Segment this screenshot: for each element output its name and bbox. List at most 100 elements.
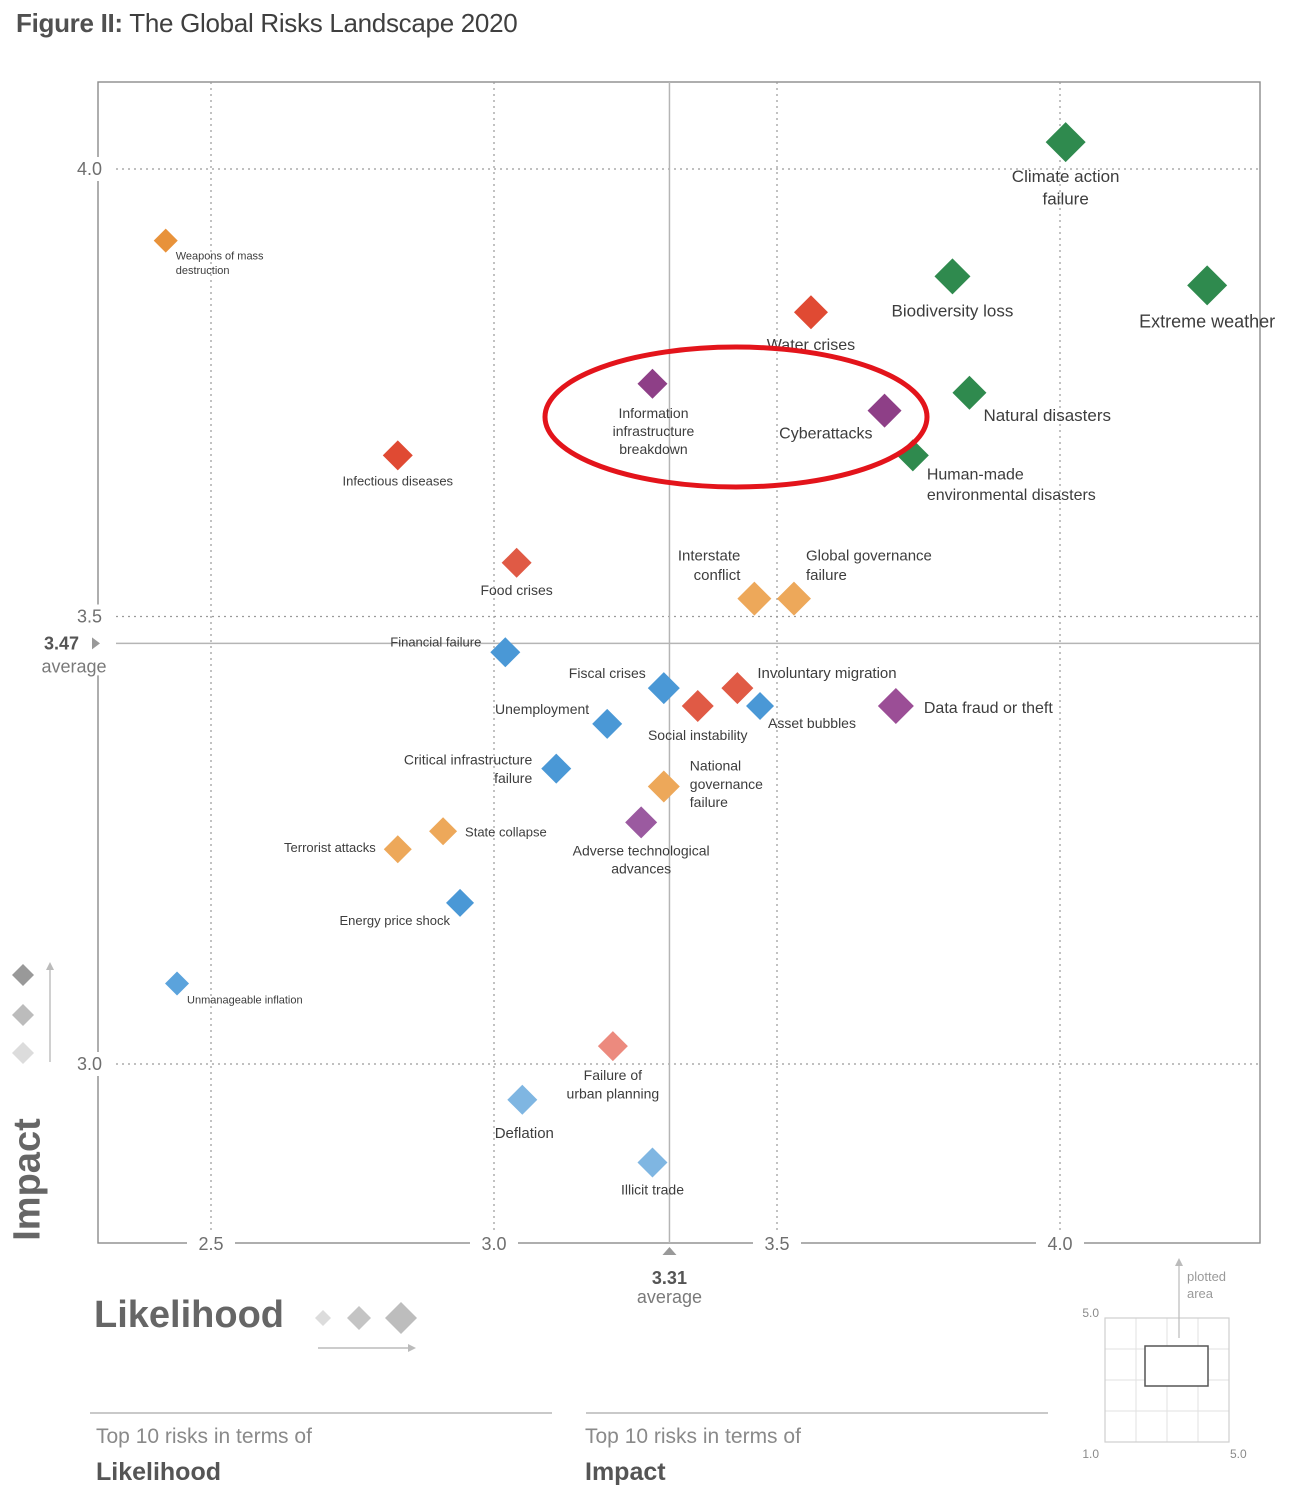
y-tick-label-1: 3.5 [77,607,102,627]
footer-left-title: Likelihood [96,1458,221,1486]
risk-point-2 [934,258,971,295]
inset-frame [1104,1317,1230,1443]
risk-point-18 [877,688,914,724]
risk-point-10 [501,547,532,578]
footer-rule-left [90,1412,552,1414]
avg-x-bg [633,1245,706,1309]
risk-point-27 [597,1031,628,1062]
risk-point-22 [625,806,658,839]
avg-impact-label: average [41,656,106,676]
risk-label-7-0: Information [618,405,688,421]
risk-label-25-0: Energy price shock [339,913,450,928]
risk-label-0-0: Climate action [1012,167,1120,186]
x-tick-bg [470,1233,518,1253]
likelihood-legend-diamond-2 [385,1302,417,1334]
risk-point-13 [490,637,521,668]
inset-xmin-label: 1.0 [1082,1447,1099,1461]
figure-title: Figure II: The Global Risks Landscape 20… [16,8,518,39]
risk-point-3 [952,375,987,410]
risk-label-11-0: Interstate [678,548,741,565]
risk-label-0-1: failure [1043,189,1089,208]
avg-impact-value: 3.47 [44,633,79,653]
avg-likelihood-value: 3.31 [652,1268,687,1288]
likelihood-legend-diamond-0 [315,1310,331,1326]
figure-title-text: The Global Risks Landscape 2020 [129,8,518,38]
risk-label-28-0: Deflation [495,1125,554,1142]
risk-point-17 [681,690,714,722]
risk-point-19 [592,708,623,739]
risk-label-18-0: Data fraud or theft [924,700,1054,717]
risk-label-7-1: infrastructure [613,423,695,439]
risk-label-23-0: State collapse [465,824,547,839]
risk-label-3-0: Natural disasters [983,406,1111,425]
inset-note-2: area [1187,1286,1214,1301]
likelihood-legend-arrow [408,1344,416,1352]
risk-label-21-0: National [690,758,741,774]
risk-label-27-1: urban planning [567,1085,660,1101]
risk-point-8 [382,440,413,471]
y-tick-bg [66,604,116,629]
risk-label-19-0: Unemployment [495,701,589,717]
risk-label-9-1: destruction [176,265,230,277]
x-axis-title: Likelihood [94,1294,284,1336]
risk-label-7-2: breakdown [619,441,688,457]
likelihood-legend-diamond-1 [347,1306,371,1330]
inset-note-1: plotted [1187,1269,1226,1284]
risk-point-16 [746,692,775,720]
risk-label-21-1: governance [690,776,763,792]
risk-label-9-0: Weapons of mass [176,251,264,263]
risk-label-14-0: Fiscal crises [569,665,646,681]
risk-label-15-0: Involuntary migration [757,665,896,682]
x-tick-label-3: 4.0 [1047,1234,1072,1254]
risk-point-14 [647,672,680,705]
risk-label-21-2: failure [690,794,728,810]
risk-label-20-0: Critical infrastructure [404,752,533,768]
impact-legend-diamond-1 [12,1004,34,1026]
risk-label-13-0: Financial failure [390,634,481,649]
risk-label-4-1: environmental disasters [927,487,1096,504]
risk-point-5 [793,295,828,330]
inset-xmax-label: 5.0 [1230,1447,1247,1461]
risk-label-11-1: conflict [694,567,742,584]
y-tick-bg [66,1052,116,1076]
risk-label-1-0: Extreme weather [1139,311,1275,331]
risk-point-12 [776,581,811,616]
inset-ymax-label: 5.0 [1082,1306,1099,1320]
footer-rule-right [586,1412,1048,1414]
risk-point-7 [637,368,668,399]
risk-label-12-0: Global governance [806,548,932,565]
y-tick-bg [66,157,116,181]
risk-point-11 [737,581,772,616]
x-tick-label-1: 3.0 [481,1234,506,1254]
y-tick-label-0: 3.0 [77,1054,102,1074]
y-tick-label-2: 4.0 [77,159,102,179]
y-axis-title: Impact [6,1118,49,1241]
risk-label-29-0: Illicit trade [621,1181,684,1197]
risk-label-8-0: Infectious diseases [342,473,453,488]
risk-point-21 [647,770,680,803]
x-tick-label-0: 2.5 [198,1234,223,1254]
inset-pointer-arrow [1175,1258,1183,1266]
footer-right-heading: Top 10 risks in terms of [585,1425,801,1448]
risk-point-25 [446,888,475,917]
highlight-ellipse [542,344,930,490]
inset-plotted-area [1144,1345,1209,1387]
risk-point-6 [867,393,902,428]
risk-point-23 [429,817,458,846]
risk-label-27-0: Failure of [584,1067,642,1083]
risk-label-22-1: advances [611,861,671,877]
figure-prefix: Figure II: [16,8,123,38]
x-tick-label-2: 3.5 [764,1234,789,1254]
risk-point-29 [637,1147,668,1178]
risk-label-16-0: Asset bubbles [768,715,856,731]
plot-frame [97,81,1261,1244]
risk-point-28 [507,1084,538,1115]
risk-label-6-0: Cyberattacks [779,426,872,443]
x-tick-bg [1036,1233,1084,1253]
risk-label-17-0: Social instability [648,727,748,743]
avg-likelihood-marker [662,1247,677,1255]
footer-right-title: Impact [585,1458,666,1486]
risk-label-2-0: Biodiversity loss [892,301,1014,320]
risk-point-1 [1187,265,1228,306]
